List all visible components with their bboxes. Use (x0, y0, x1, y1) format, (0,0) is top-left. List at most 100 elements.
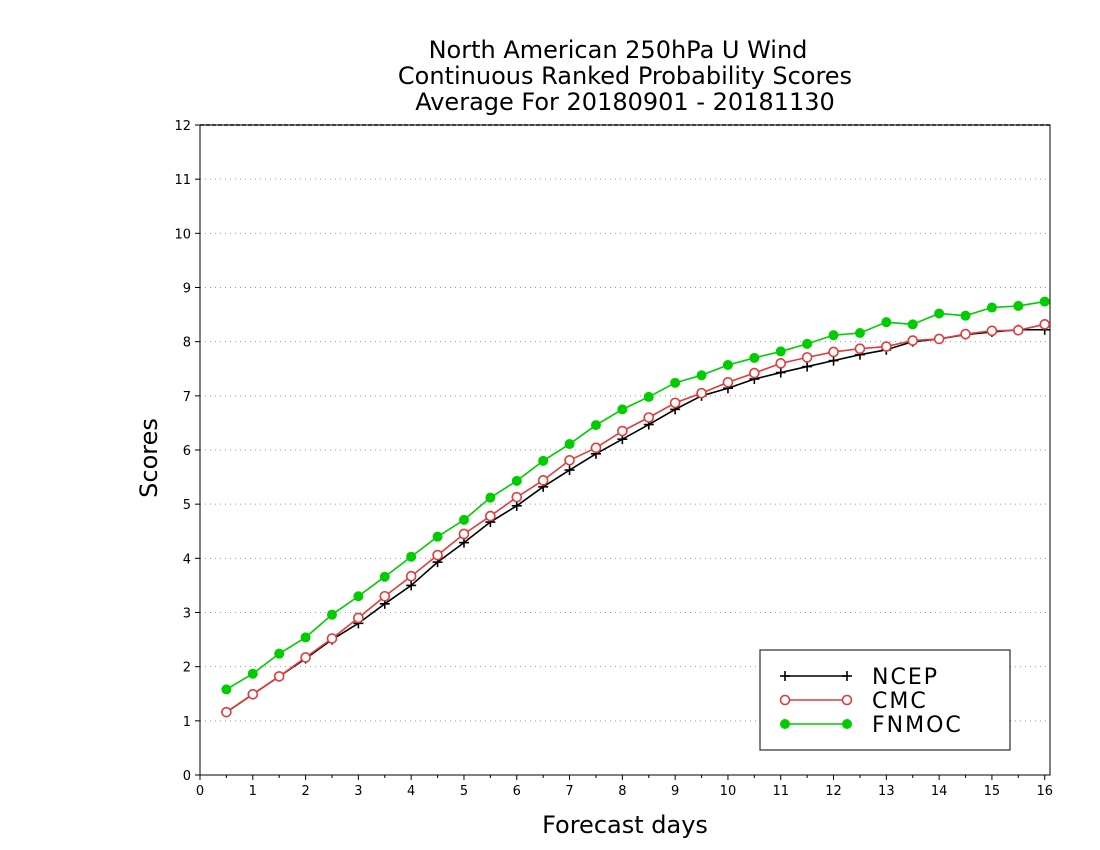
point-ncep (564, 465, 575, 476)
point-fnmoc (960, 310, 971, 321)
legend-label-fnmoc: FNMOC (872, 713, 963, 738)
x-tick-label: 8 (618, 784, 626, 799)
point-cmc (1013, 324, 1024, 336)
point-cmc (379, 590, 391, 602)
point-fnmoc (934, 308, 945, 319)
x-axis: 0 1 2 3 4 5 6 7 8 9 10 11 12 13 14 15 16 (196, 775, 1053, 799)
x-tick-label: 0 (196, 784, 204, 799)
point-cmc (353, 612, 364, 624)
point-cmc (511, 491, 523, 503)
y-tick-label: 10 (174, 227, 191, 242)
x-tick-label: 1 (249, 784, 257, 799)
x-tick-label: 13 (878, 784, 895, 799)
x-tick-label: 9 (671, 784, 679, 799)
point-fnmoc (775, 346, 786, 357)
x-axis-label: Forecast days (542, 811, 708, 839)
x-tick-label: 4 (407, 784, 415, 799)
point-cmc (933, 333, 945, 345)
point-cmc (643, 412, 655, 423)
point-fnmoc (326, 609, 337, 620)
y-tick-label: 4 (183, 552, 191, 567)
point-ncep (511, 500, 522, 511)
point-ncep (775, 367, 786, 378)
series (221, 296, 1051, 718)
x-tick-label: 11 (772, 784, 789, 799)
point-cmc (405, 570, 417, 582)
point-fnmoc (828, 330, 839, 341)
point-fnmoc (722, 359, 733, 370)
point-cmc (722, 376, 734, 388)
point-fnmoc (590, 420, 601, 431)
point-cmc (775, 358, 787, 369)
chart-title-line-1: North American 250hPa U Wind (429, 36, 808, 64)
legend-marker-fnmoc (842, 719, 852, 729)
point-fnmoc (300, 632, 311, 643)
y-tick-label: 11 (174, 173, 191, 188)
legend-marker-ncep (780, 671, 790, 681)
point-cmc (300, 652, 311, 663)
legend-label-ncep: NCEP (872, 665, 939, 690)
point-cmc (590, 442, 602, 454)
y-tick-label: 3 (183, 607, 191, 622)
point-fnmoc (485, 492, 496, 503)
point-ncep (802, 361, 813, 372)
legend-label-cmc: CMC (872, 689, 928, 714)
point-fnmoc (696, 370, 707, 381)
gridlines (200, 178, 1050, 722)
point-fnmoc (854, 328, 865, 338)
chart-title-line-3: Average For 20180901 - 20181130 (415, 88, 835, 116)
point-cmc (458, 528, 470, 540)
x-tick-label: 10 (720, 784, 737, 799)
point-cmc (273, 671, 285, 682)
point-fnmoc (670, 377, 681, 388)
point-fnmoc (802, 338, 813, 349)
y-tick-label: 8 (183, 336, 191, 351)
legend-marker-cmc (779, 694, 791, 706)
point-ncep (458, 537, 469, 548)
point-fnmoc (247, 668, 258, 679)
point-fnmoc (538, 455, 549, 466)
point-ncep (406, 580, 417, 591)
y-tick-label: 6 (183, 444, 191, 459)
point-cmc (221, 706, 232, 718)
y-tick-label: 12 (174, 119, 191, 134)
point-cmc (881, 341, 892, 352)
point-cmc (907, 335, 919, 346)
point-cmc (1039, 319, 1051, 330)
point-fnmoc (432, 531, 443, 542)
point-fnmoc (986, 302, 997, 313)
series-fnmoc (221, 296, 1050, 695)
x-tick-label: 16 (1036, 784, 1053, 799)
x-tick-label: 7 (565, 784, 573, 799)
legend-marker-cmc (841, 694, 853, 706)
x-tick-label: 2 (301, 784, 309, 799)
point-cmc (247, 688, 259, 700)
x-tick-label: 15 (984, 784, 1001, 799)
point-cmc (960, 328, 971, 340)
y-tick-label: 2 (183, 661, 191, 676)
point-cmc (801, 352, 813, 363)
x-tick-label: 14 (931, 784, 948, 799)
x-tick-label: 12 (825, 784, 842, 799)
point-cmc (986, 325, 998, 337)
legend-marker-fnmoc (780, 719, 790, 729)
x-tick-label: 6 (513, 784, 521, 799)
point-cmc (854, 343, 866, 355)
point-cmc (669, 397, 681, 409)
point-cmc (617, 425, 628, 437)
y-tick-label: 0 (183, 769, 191, 784)
x-tick-label: 5 (460, 784, 468, 799)
y-tick-label: 9 (183, 282, 191, 297)
point-fnmoc (1039, 296, 1050, 307)
point-cmc (564, 454, 575, 466)
y-tick-label: 7 (183, 390, 191, 405)
point-fnmoc (643, 391, 654, 402)
series-line-fnmoc (225, 300, 1045, 691)
point-fnmoc (564, 439, 575, 450)
chart-title: North American 250hPa U Wind Continuous … (398, 36, 852, 116)
point-fnmoc (617, 404, 628, 415)
point-fnmoc (221, 684, 232, 695)
